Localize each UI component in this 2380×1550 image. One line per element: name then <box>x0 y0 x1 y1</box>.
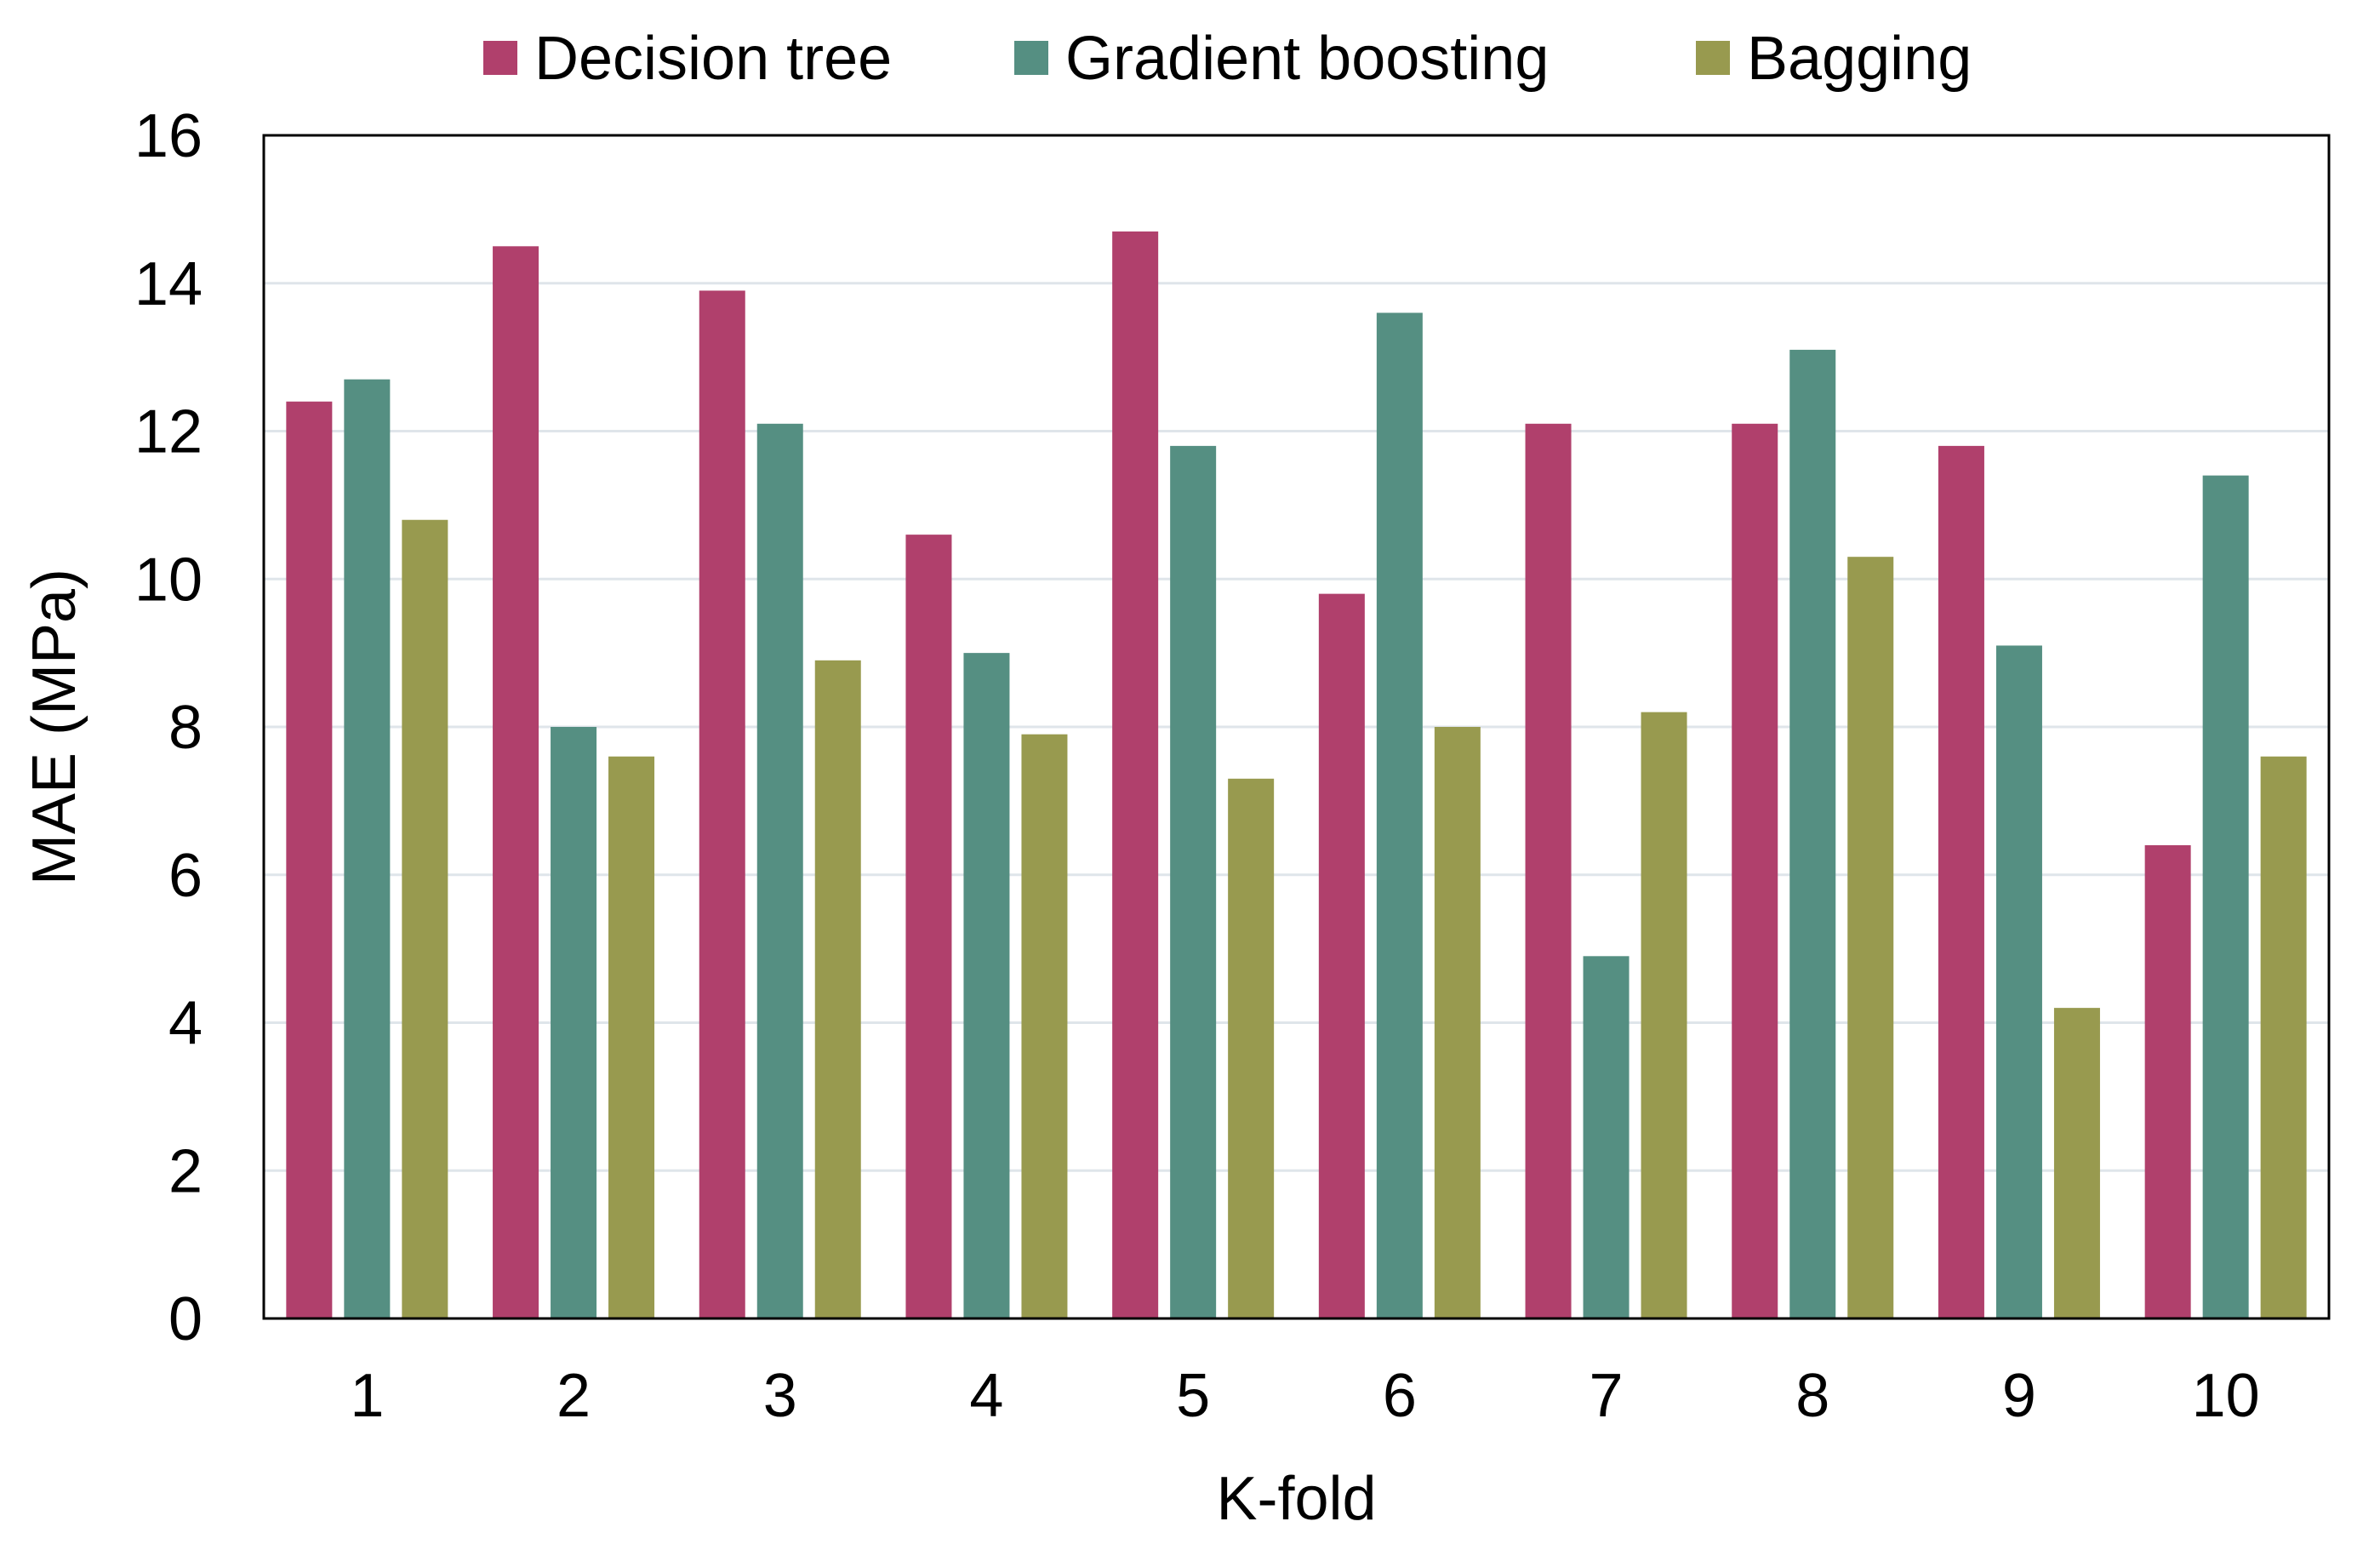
x-tick-label: 4 <box>969 1362 1003 1430</box>
bar-gradient-boosting <box>1170 445 1217 1318</box>
bar-bagging <box>1021 734 1068 1318</box>
x-tick-label: 9 <box>2002 1362 2036 1430</box>
bar-decision-tree <box>905 535 952 1318</box>
bar-decision-tree <box>1318 593 1365 1318</box>
x-tick-label: 6 <box>1383 1362 1417 1430</box>
gridlines <box>264 282 2329 1172</box>
x-tick-label: 3 <box>763 1362 797 1430</box>
bar-bagging <box>1847 557 1894 1318</box>
bar-decision-tree <box>493 246 539 1318</box>
legend-swatch <box>1696 41 1730 75</box>
bar-bagging <box>402 519 448 1318</box>
bar-gradient-boosting <box>551 727 597 1318</box>
bar-decision-tree <box>1732 423 1778 1318</box>
y-tick-label: 6 <box>168 842 203 910</box>
y-tick-label: 16 <box>134 102 203 170</box>
y-tick-label: 0 <box>168 1285 203 1353</box>
legend-swatch <box>483 41 517 75</box>
x-tick-label: 1 <box>350 1362 384 1430</box>
bar-gradient-boosting <box>2202 475 2249 1318</box>
y-tick-label: 4 <box>168 990 203 1058</box>
bar-gradient-boosting <box>1995 645 2042 1318</box>
bar-gradient-boosting <box>344 379 391 1318</box>
legend-label: Bagging <box>1747 25 1972 93</box>
x-axis-ticks: 1 2 3 4 5 6 7 8 9 10 <box>350 1362 2259 1430</box>
bar-bagging <box>814 660 861 1318</box>
legend: Decision tree Gradient boosting Bagging <box>483 25 1972 93</box>
bar-decision-tree <box>286 401 333 1318</box>
x-tick-label: 10 <box>2192 1362 2260 1430</box>
y-axis-ticks: 0 2 4 6 8 10 12 14 16 <box>134 102 203 1353</box>
x-tick-label: 7 <box>1590 1362 1624 1430</box>
plot-frame <box>262 134 2331 1320</box>
bar-gradient-boosting <box>1376 312 1423 1318</box>
bar-decision-tree <box>1525 423 1572 1318</box>
y-tick-label: 10 <box>134 546 203 614</box>
y-tick-label: 14 <box>134 250 203 318</box>
legend-label: Decision tree <box>534 25 892 93</box>
bar-decision-tree <box>1938 445 1984 1318</box>
bar-gradient-boosting <box>1789 349 1836 1318</box>
bar-bagging <box>608 756 655 1318</box>
bar-decision-tree <box>2144 845 2191 1318</box>
bar-bagging <box>1228 778 1275 1318</box>
legend-swatch <box>1014 41 1048 75</box>
x-tick-label: 2 <box>556 1362 591 1430</box>
bar-decision-tree <box>699 290 745 1318</box>
bars <box>286 231 2307 1318</box>
bar-bagging <box>1641 712 1687 1318</box>
y-tick-label: 12 <box>134 398 203 466</box>
bar-gradient-boosting <box>963 653 1010 1318</box>
y-tick-label: 2 <box>168 1137 203 1205</box>
x-tick-label: 5 <box>1176 1362 1210 1430</box>
bar-decision-tree <box>1112 231 1159 1318</box>
y-tick-label: 8 <box>168 694 203 762</box>
bar-gradient-boosting <box>756 423 803 1318</box>
bar-bagging <box>2053 1008 2100 1318</box>
legend-label: Gradient boosting <box>1065 25 1549 93</box>
bar-bagging <box>1434 727 1481 1318</box>
x-axis-label: K-fold <box>1216 1465 1376 1533</box>
bar-bagging <box>2260 756 2307 1318</box>
x-tick-label: 8 <box>1795 1362 1829 1430</box>
y-axis-label: MAE (MPa) <box>20 569 88 885</box>
bar-gradient-boosting <box>1583 956 1629 1318</box>
